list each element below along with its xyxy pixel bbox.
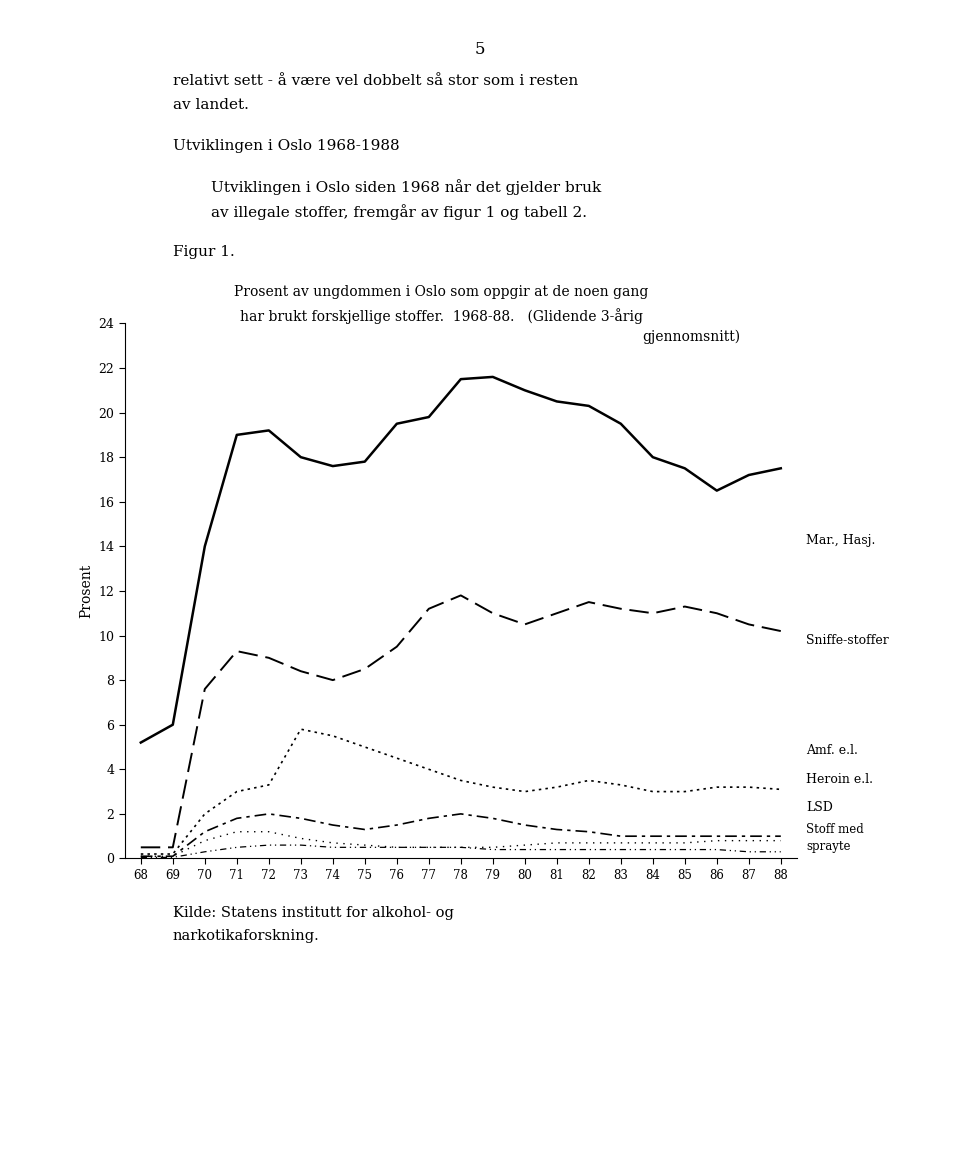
Text: Kilde: Statens institutt for alkohol- og: Kilde: Statens institutt for alkohol- og xyxy=(173,906,454,920)
Text: Stoff med: Stoff med xyxy=(806,822,864,836)
Y-axis label: Prosent: Prosent xyxy=(79,563,93,619)
Text: relativt sett - å være vel dobbelt så stor som i resten: relativt sett - å være vel dobbelt så st… xyxy=(173,74,578,88)
Text: Amf. e.l.: Amf. e.l. xyxy=(806,743,858,757)
Text: av landet.: av landet. xyxy=(173,98,249,112)
Text: Sniffe-stoffer: Sniffe-stoffer xyxy=(806,634,889,648)
Text: LSD: LSD xyxy=(806,801,833,815)
Text: Prosent av ungdommen i Oslo som oppgir at de noen gang: Prosent av ungdommen i Oslo som oppgir a… xyxy=(234,285,649,299)
Text: narkotikaforskning.: narkotikaforskning. xyxy=(173,929,320,943)
Text: Mar., Hasj.: Mar., Hasj. xyxy=(806,534,876,548)
Text: Utviklingen i Oslo siden 1968 når det gjelder bruk: Utviklingen i Oslo siden 1968 når det gj… xyxy=(211,179,602,194)
Text: Utviklingen i Oslo 1968-1988: Utviklingen i Oslo 1968-1988 xyxy=(173,139,399,153)
Text: av illegale stoffer, fremgår av figur 1 og tabell 2.: av illegale stoffer, fremgår av figur 1 … xyxy=(211,205,588,220)
Text: Heroin e.l.: Heroin e.l. xyxy=(806,773,874,787)
Text: sprayte: sprayte xyxy=(806,840,851,854)
Text: 5: 5 xyxy=(475,41,485,58)
Text: gjennomsnitt): gjennomsnitt) xyxy=(642,329,740,343)
Text: Figur 1.: Figur 1. xyxy=(173,245,234,259)
Text: har brukt forskjellige stoffer.  1968-88.   (Glidende 3-årig: har brukt forskjellige stoffer. 1968-88.… xyxy=(240,308,643,323)
